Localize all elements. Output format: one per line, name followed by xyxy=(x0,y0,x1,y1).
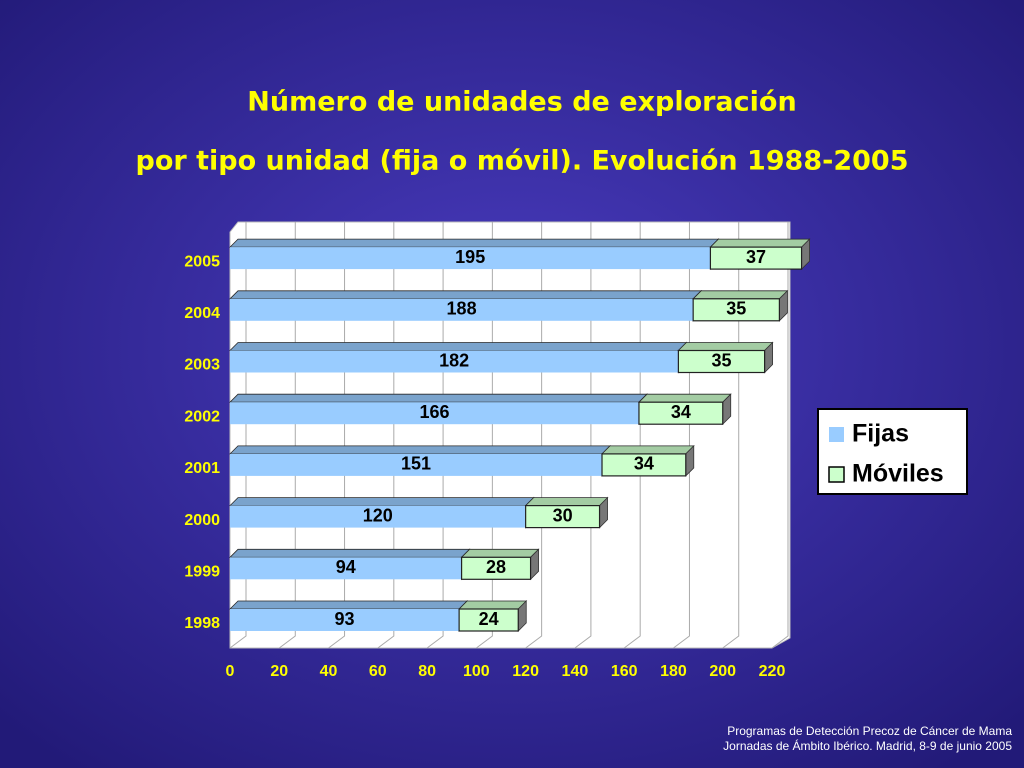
data-label: 188 xyxy=(447,299,477,319)
data-label: 94 xyxy=(336,557,356,577)
data-label: 35 xyxy=(726,299,746,319)
y-tick-label: 1999 xyxy=(184,564,220,581)
data-label: 34 xyxy=(634,454,654,474)
x-tick-label: 200 xyxy=(709,663,736,680)
footer: Programas de Detección Precoz de Cáncer … xyxy=(727,724,1012,738)
x-tick-label: 120 xyxy=(512,663,539,680)
y-tick-label: 2000 xyxy=(184,512,220,529)
data-label: 35 xyxy=(711,350,731,370)
y-tick-label: 2004 xyxy=(184,305,220,322)
bar xyxy=(458,608,519,632)
bar xyxy=(692,298,780,322)
x-tick-label: 60 xyxy=(369,663,387,680)
x-tick-label: 0 xyxy=(226,663,235,680)
bar xyxy=(525,505,601,529)
legend-label: Fijas xyxy=(852,420,909,448)
y-tick-label: 2003 xyxy=(184,357,220,374)
data-label: 182 xyxy=(439,350,469,370)
chart-title: por tipo unidad (fija o móvil). Evolució… xyxy=(136,146,909,177)
legend-swatch xyxy=(829,427,844,442)
y-tick-label: 1998 xyxy=(184,615,220,632)
bar xyxy=(709,246,803,270)
bar xyxy=(230,402,639,425)
x-tick-label: 140 xyxy=(562,663,589,680)
bar xyxy=(230,298,694,321)
bar xyxy=(638,401,724,425)
data-label: 120 xyxy=(363,505,393,525)
legend-swatch xyxy=(828,466,845,483)
bar xyxy=(230,557,462,580)
x-tick-label: 100 xyxy=(463,663,490,680)
data-label: 93 xyxy=(335,609,355,629)
y-tick-label: 2002 xyxy=(184,408,220,425)
bar xyxy=(230,247,711,270)
data-label: 34 xyxy=(671,402,691,422)
data-label: 166 xyxy=(419,402,449,422)
x-tick-label: 20 xyxy=(270,663,288,680)
x-tick-label: 220 xyxy=(759,663,786,680)
x-tick-label: 80 xyxy=(418,663,436,680)
bar xyxy=(677,349,766,374)
bar xyxy=(230,453,603,476)
chart-title: Número de unidades de exploración xyxy=(247,87,796,118)
bar xyxy=(230,350,679,373)
x-tick-label: 180 xyxy=(660,663,687,680)
grid-line xyxy=(771,222,789,649)
bar xyxy=(230,505,526,528)
data-label: 30 xyxy=(553,505,573,525)
bar xyxy=(230,609,460,631)
data-label: 24 xyxy=(479,609,499,629)
data-label: 195 xyxy=(455,247,485,267)
y-tick-label: 2005 xyxy=(184,253,220,270)
footer: Jornadas de Ámbito Ibérico. Madrid, 8-9 … xyxy=(723,738,1012,753)
data-label: 28 xyxy=(486,557,506,577)
x-tick-label: 40 xyxy=(320,663,338,680)
x-tick-label: 160 xyxy=(611,663,638,680)
y-tick-label: 2001 xyxy=(184,460,220,477)
plot-wall xyxy=(229,221,791,649)
legend-label: Móviles xyxy=(852,460,944,488)
bar xyxy=(601,453,687,477)
data-label: 37 xyxy=(746,247,766,267)
data-label: 151 xyxy=(401,454,431,474)
bar xyxy=(460,556,532,580)
